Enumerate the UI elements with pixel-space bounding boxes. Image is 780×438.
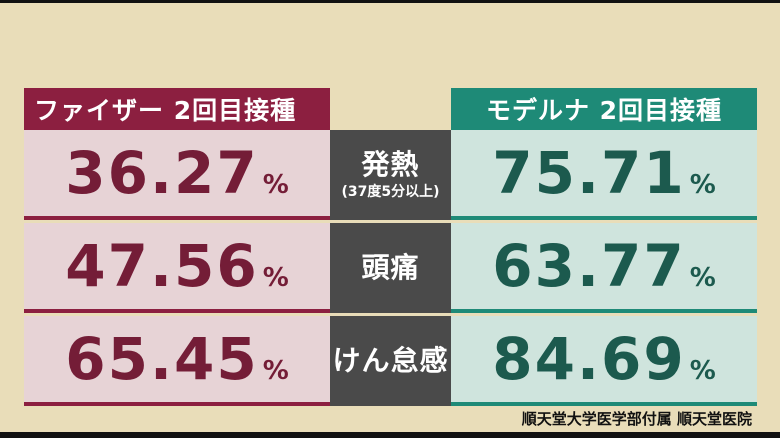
top-border <box>0 0 780 3</box>
pfizer-headache-value: 47.56 <box>65 232 259 300</box>
symptom-label: 発熱 <box>361 147 420 181</box>
percent-unit: % <box>262 263 289 293</box>
moderna-headache-cell: 63.77 % <box>451 223 757 313</box>
percent-unit: % <box>262 356 289 386</box>
symptom-fever: 発熱 (37度5分以上) <box>330 130 451 220</box>
source-credit: 順天堂大学医学部付属 順天堂医院 <box>521 410 752 428</box>
percent-unit: % <box>689 356 716 386</box>
percent-unit: % <box>262 170 289 200</box>
moderna-fever-value: 75.71 <box>492 139 686 207</box>
symptom-label: けん怠感 <box>332 343 449 377</box>
percent-unit: % <box>689 263 716 293</box>
symptom-sublabel: (37度5分以上) <box>341 183 440 200</box>
moderna-fever-cell: 75.71 % <box>451 130 757 220</box>
symptom-fatigue: けん怠感 <box>330 316 451 406</box>
pfizer-fever-cell: 36.27 % <box>24 130 330 220</box>
pfizer-fatigue-value: 65.45 <box>65 325 259 393</box>
pfizer-fever-value: 36.27 <box>65 139 259 207</box>
pfizer-headache-cell: 47.56 % <box>24 223 330 313</box>
moderna-fatigue-cell: 84.69 % <box>451 316 757 406</box>
moderna-fatigue-value: 84.69 <box>492 325 686 393</box>
percent-unit: % <box>689 170 716 200</box>
pfizer-fatigue-cell: 65.45 % <box>24 316 330 406</box>
moderna-headache-value: 63.77 <box>492 232 686 300</box>
moderna-header: モデルナ 2回目接種 <box>451 88 757 130</box>
symptom-headache: 頭痛 <box>330 223 451 313</box>
pfizer-header: ファイザー 2回目接種 <box>24 88 330 130</box>
bottom-border <box>0 432 780 438</box>
symptom-label: 頭痛 <box>361 250 420 284</box>
